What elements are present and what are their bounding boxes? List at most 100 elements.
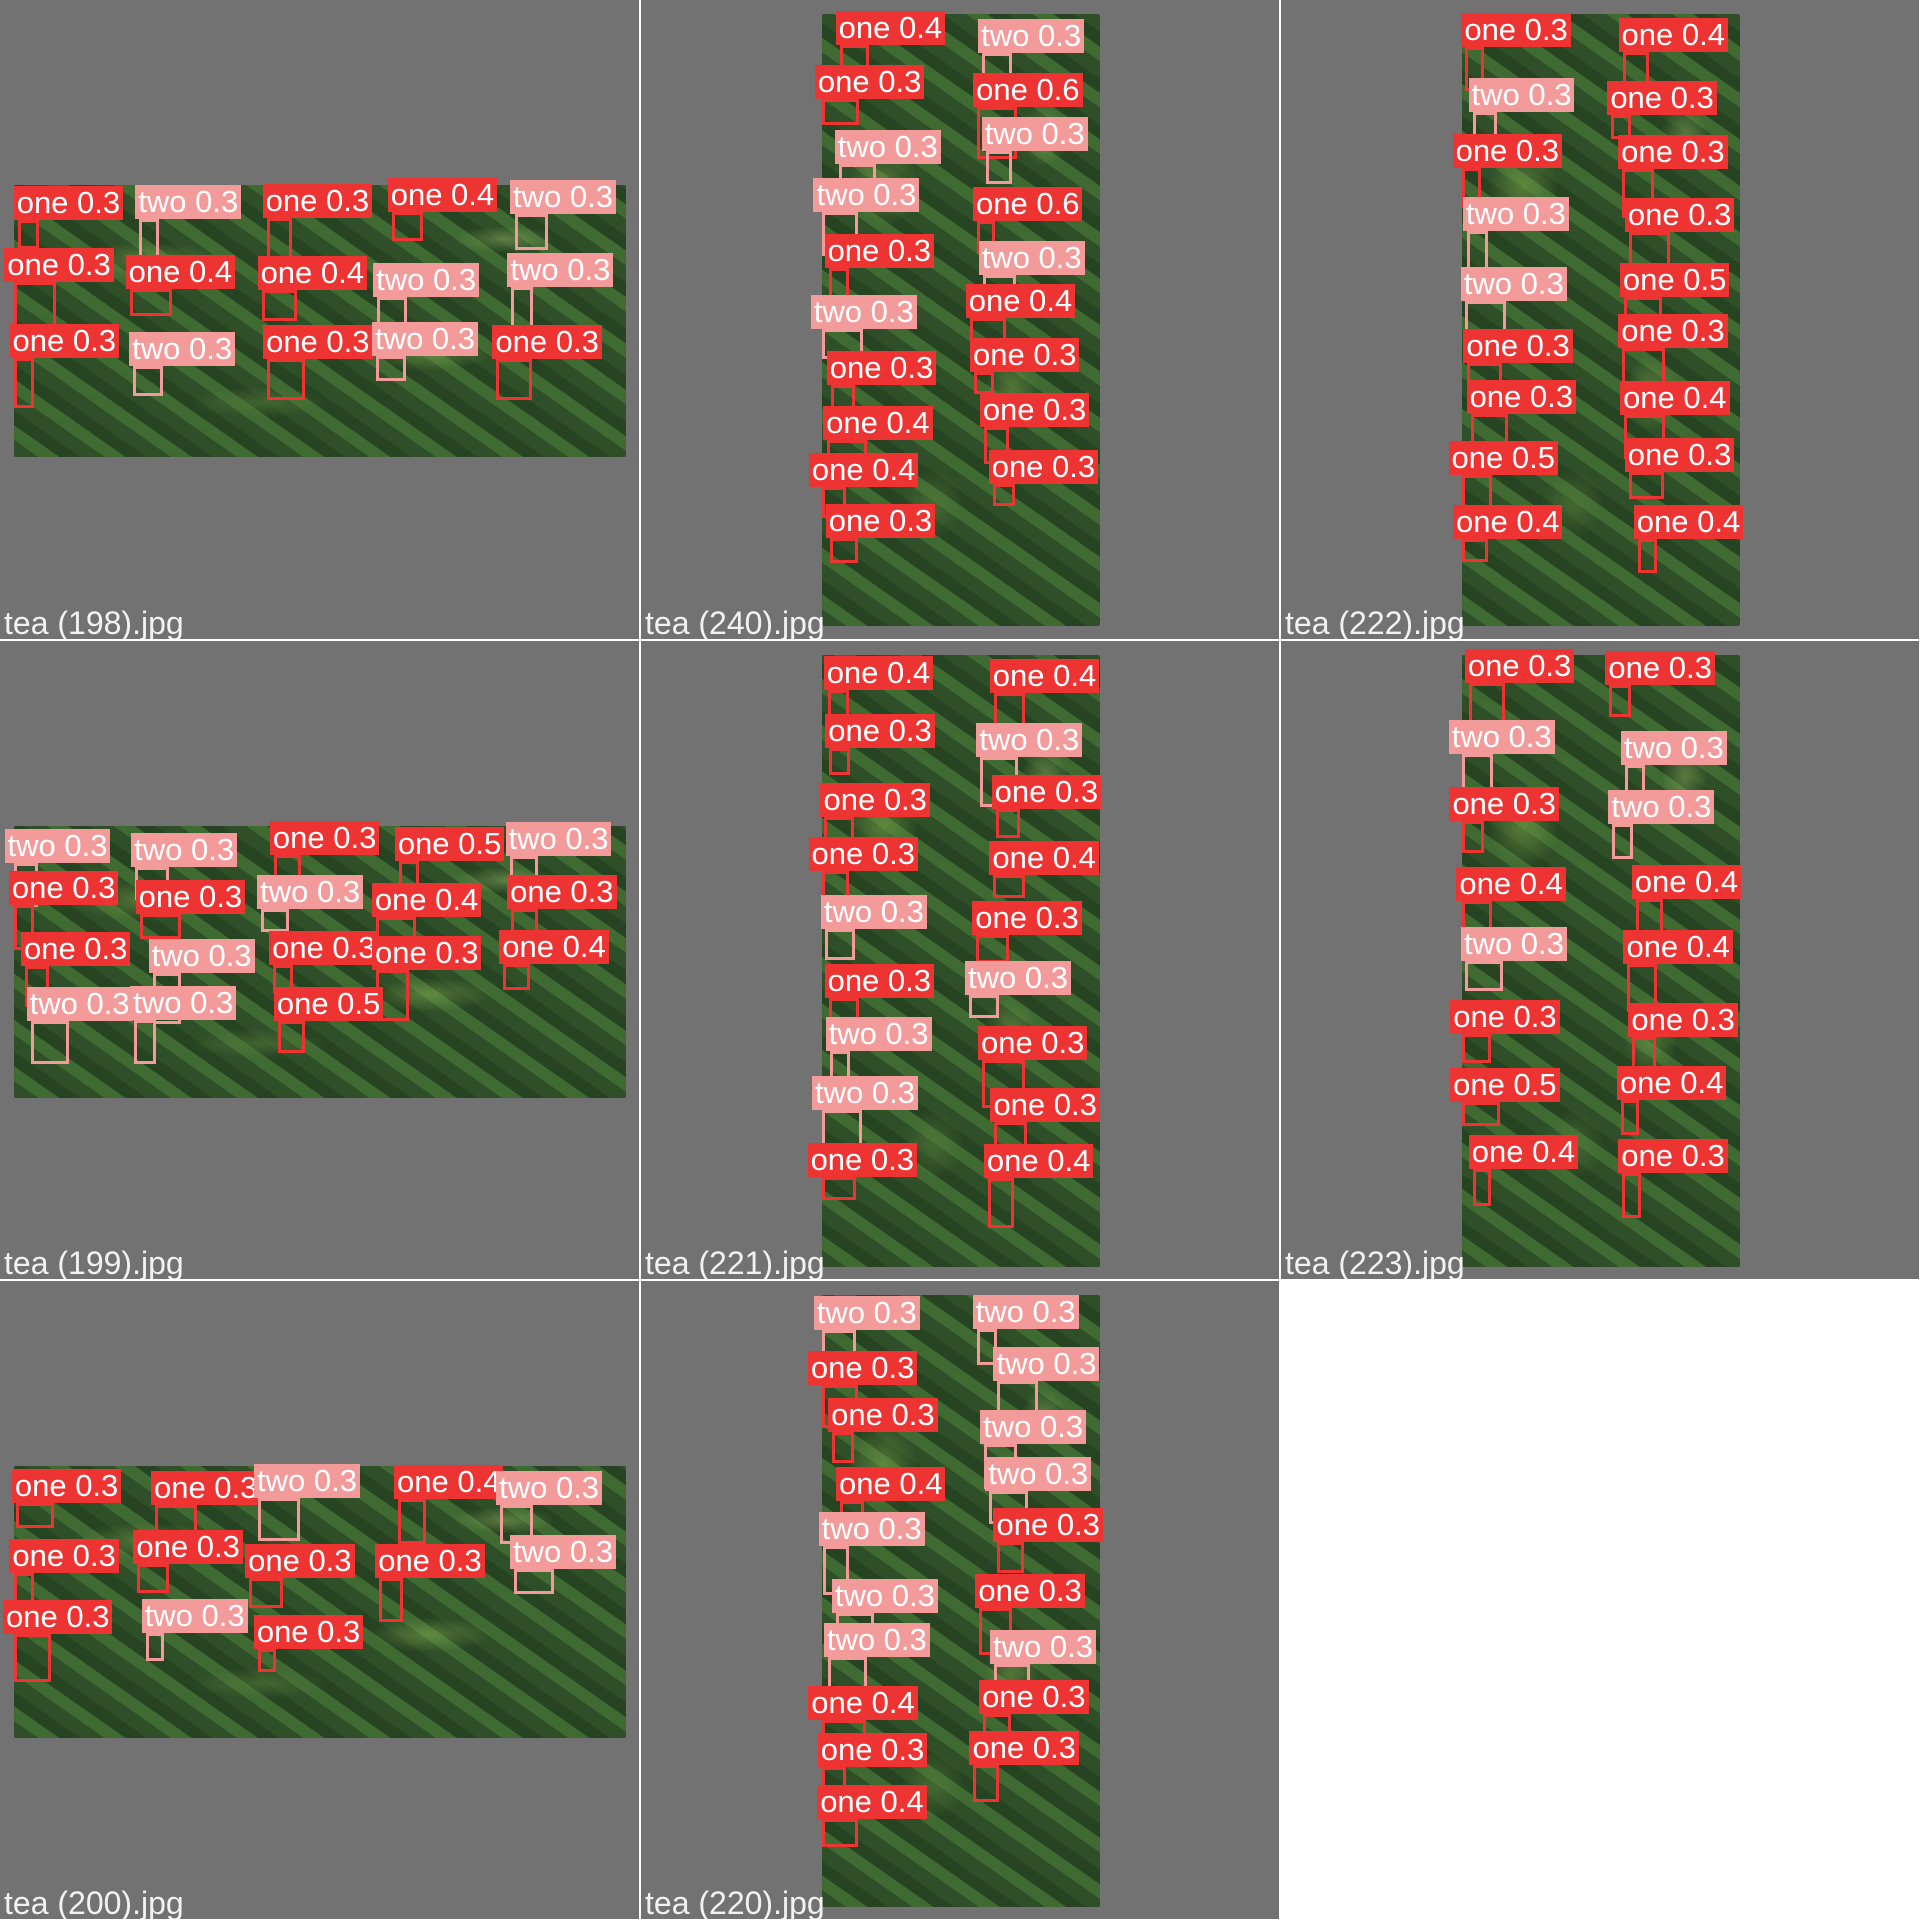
detection-label: one 0.3 [1449,787,1559,822]
detection-label: two 0.3 [129,332,236,367]
detection-box [261,908,290,932]
detection-label: one 0.4 [1453,505,1563,540]
detection-label: two 0.3 [810,294,917,329]
detection-box [995,809,1021,839]
detection-box [969,995,999,1018]
image-filename-label: tea (240).jpg [645,605,825,639]
detection-label: two 0.3 [1608,790,1715,825]
detection-label: one 0.3 [1628,1003,1738,1038]
detection-label: two 0.3 [510,179,616,214]
detection-label: one 0.4 [965,284,1076,319]
mosaic-cell: two 0.3 two 0.3 one 0.3 two 0.3 one 0.3 two 0… [641,1281,1279,1919]
detection-box [139,913,182,939]
detection-box [992,483,1015,506]
detection-label: one 0.4 [989,840,1099,875]
mosaic-cell: one 0.3 one 0.3 two 0.3 one 0.4 two 0.3 one 0… [0,1281,639,1919]
detection-label: one 0.4 [808,453,919,488]
detection-label: two 0.3 [135,185,242,220]
detection-box [261,290,298,321]
detection-label: two 0.3 [820,894,927,929]
detection-label: one 0.3 [4,248,114,283]
detection-box [822,98,860,125]
detection-label: one 0.3 [1624,197,1735,232]
image-filename-label: tea (198).jpg [4,605,184,639]
detection-label: one 0.5 [1448,441,1558,476]
detection-label: one 0.3 [972,900,1082,935]
detection-label: two 0.3 [496,1470,603,1505]
detection-label: two 0.3 [965,961,1071,996]
detection-label: two 0.3 [831,1578,938,1613]
mosaic-cell: one 0.3 two 0.3 one 0.3 one 0.4 two 0.3 one 0… [0,0,639,639]
detection-box [1464,961,1504,991]
detection-label: one 0.4 [257,256,367,291]
detection-label: one 0.3 [262,183,373,218]
detection-label: one 0.4 [835,11,946,46]
detection-box [1609,684,1631,717]
detection-box [514,1569,554,1594]
mosaic-cell: one 0.3 one 0.3 two 0.3 two 0.3 one 0.3 two 0… [1281,641,1919,1279]
detection-box [277,1020,305,1053]
detection-label: one 0.4 [983,1143,1094,1178]
detection-box [133,366,164,396]
detection-label: one 0.3 [507,875,617,910]
detection-label: two 0.3 [1460,266,1567,301]
detection-box [14,1633,52,1682]
detection-label: one 0.4 [817,1785,927,1820]
mosaic-cell: one 0.4 two 0.3 one 0.3 one 0.6 two 0.3 two 0… [641,0,1279,639]
detection-label: one 0.3 [808,836,918,871]
detection-label: one 0.5 [1619,262,1730,297]
detection-box [997,1541,1024,1574]
detection-label: one 0.3 [1607,81,1717,116]
detection-box [993,874,1026,899]
detection-label: two 0.3 [823,1622,930,1657]
detection-box [376,355,406,381]
mosaic-cell: one 0.4 one 0.4 one 0.3 two 0.3 one 0.3 one 0… [641,641,1279,1279]
detection-label: one 0.3 [977,1025,1088,1060]
detection-label: two 0.3 [131,832,238,867]
detection-label: one 0.3 [253,1615,364,1650]
detection-label: one 0.5 [394,827,505,862]
detection-label: one 0.4 [1623,929,1733,964]
detection-box [976,934,1010,964]
detection-label: two 0.3 [1620,731,1727,766]
detection-label: two 0.3 [990,1630,1096,1665]
detection-box [829,748,850,775]
detection-label: two 0.3 [510,1535,616,1569]
detection-label: one 0.3 [988,449,1099,484]
detection-label: one 0.4 [499,929,609,964]
detection-label: one 0.3 [1618,1138,1728,1173]
detection-box [515,213,548,251]
detection-label: one 0.4 [823,656,934,691]
detection-box [1637,538,1657,573]
detection-label: one 0.3 [1452,133,1563,168]
detection-label: two 0.3 [505,822,612,856]
detection-label: one 0.4 [1618,17,1728,52]
detection-label: one 0.3 [1464,649,1575,684]
detection-label: one 0.3 [1618,134,1728,169]
detection-box [832,1431,854,1464]
detection-label: two 0.3 [976,723,1083,758]
detection-label: two 0.3 [1460,927,1567,962]
detection-label: two 0.3 [254,1464,360,1499]
detection-box [1628,471,1665,499]
detection-box [134,1020,156,1064]
detection-label: one 0.3 [1618,313,1728,348]
detection-label: two 0.3 [978,240,1085,275]
detection-label: one 0.3 [979,393,1090,428]
detection-label: two 0.3 [978,19,1085,54]
image-filename-label: tea (222).jpg [1285,605,1465,639]
detection-label: two 0.3 [980,1409,1087,1444]
detection-box [987,1177,1014,1229]
detection-label: two 0.3 [812,1076,918,1111]
detection-label: two 0.3 [972,1294,1079,1329]
detection-label: one 0.4 [836,1466,946,1501]
tea-leaf-photo [14,1466,626,1738]
detection-label: one 0.3 [970,337,1080,372]
detection-box [496,358,533,401]
image-filename-label: tea (220).jpg [645,1885,825,1919]
detection-box [973,1765,999,1802]
detection-label: one 0.4 [989,658,1100,693]
detection-label: one 0.3 [814,64,925,99]
detection-label: one 0.4 [1633,504,1744,539]
